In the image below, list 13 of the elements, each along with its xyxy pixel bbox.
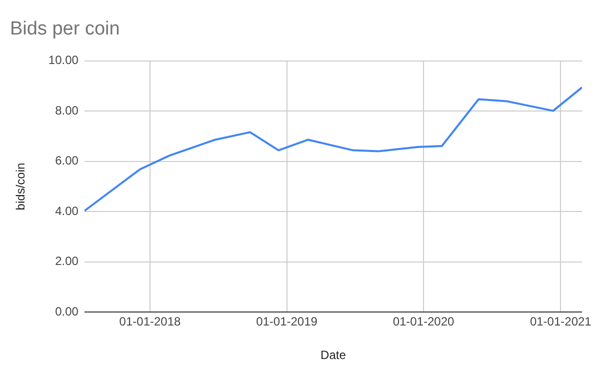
y-tick-label: 8.00 — [55, 103, 79, 118]
x-axis-title: Date — [320, 348, 346, 362]
x-tick-label: 01-01-2021 — [530, 314, 592, 329]
y-tick-label: 2.00 — [55, 254, 79, 268]
x-tick-label: 01-01-2018 — [119, 314, 182, 329]
y-tick-label: 6.00 — [55, 154, 79, 168]
y-tick-label: 4.00 — [55, 204, 79, 218]
chart-title: Bids per coin — [10, 18, 120, 40]
y-tick-label: 10.00 — [48, 53, 79, 68]
y-axis-title: bids/coin — [14, 162, 28, 210]
x-tick-label: 01-01-2019 — [256, 314, 318, 329]
y-tick-label: 0.00 — [55, 304, 79, 319]
x-tick-label: 01-01-2020 — [392, 314, 455, 329]
